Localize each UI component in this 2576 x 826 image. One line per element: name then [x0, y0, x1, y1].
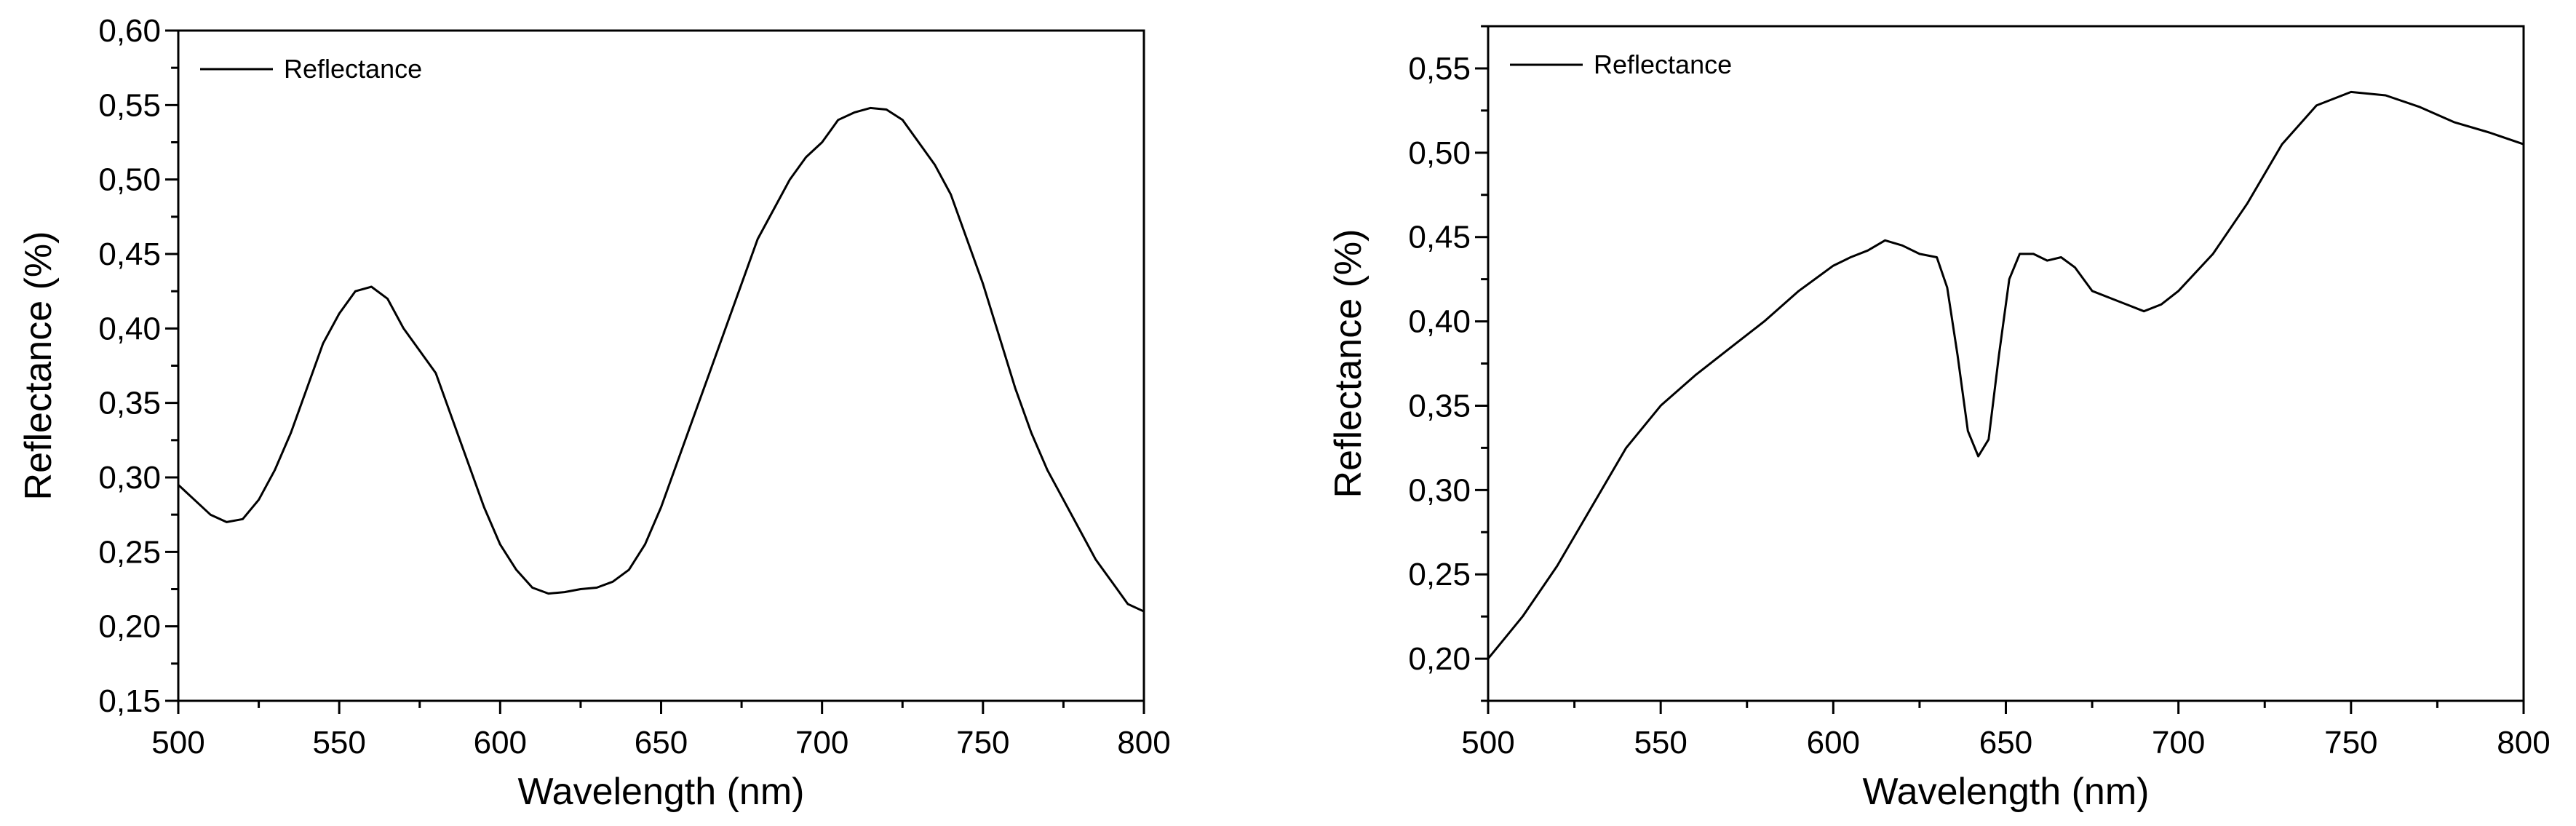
y-tick-label: 0,30 [1408, 472, 1471, 508]
y-tick-label: 0,30 [98, 460, 161, 496]
x-tick-label: 550 [312, 725, 365, 761]
x-tick-label: 800 [2497, 725, 2550, 761]
legend-label: Reflectance [284, 54, 422, 84]
y-tick-label: 0,25 [98, 534, 161, 570]
y-tick-label: 0,40 [1408, 304, 1471, 340]
y-tick-label: 0,45 [1408, 220, 1471, 255]
chart-1: 500 550 600 650 700 750 800 0,15 0,20 0,25 0,30 0,3… [17, 13, 1171, 813]
y-tick-label: 0,45 [98, 237, 161, 272]
legend-label: Reflectance [1594, 49, 1732, 79]
x-tick-label: 500 [151, 725, 204, 761]
y-tick-label: 0,20 [1408, 641, 1471, 677]
x-tick-label: 550 [1634, 725, 1687, 761]
y-tick-label: 0,55 [1408, 51, 1471, 87]
plot-frame [1487, 25, 2525, 702]
y-tick-label: 0,50 [98, 162, 161, 198]
y-tick-label: 0,40 [98, 311, 161, 346]
x-tick-label: 750 [956, 725, 1009, 761]
x-tick-label: 800 [1117, 725, 1170, 761]
x-tick-label: 750 [2324, 725, 2377, 761]
x-tick-label: 700 [795, 725, 848, 761]
x-tick-label: 700 [2152, 725, 2205, 761]
x-tick-label: 500 [1461, 725, 1514, 761]
x-tick-label: 600 [1807, 725, 1860, 761]
series-line-reflectance [177, 106, 1145, 613]
y-tick-label: 0,15 [98, 683, 161, 719]
y-tick-label: 0,20 [98, 609, 161, 645]
y-tick-label: 0,35 [1408, 388, 1471, 424]
y-tick-label: 0,60 [98, 13, 161, 49]
x-tick-label: 650 [635, 725, 688, 761]
y-tick-label: 0,25 [1408, 557, 1471, 592]
x-axis-title: Wavelength (nm) [1863, 771, 2150, 813]
series-line-reflectance [1487, 90, 2524, 660]
chart-2: 500 550 600 650 700 750 800 0,20 0,25 0,30 0,35 0,4… [1327, 25, 2551, 813]
x-tick-label: 600 [474, 725, 527, 761]
plot-frame [177, 29, 1145, 702]
y-tick-label: 0,35 [98, 386, 161, 421]
x-axis-title: Wavelength (nm) [518, 771, 805, 813]
y-axis-title: Reflectance (%) [1327, 229, 1370, 499]
x-tick-label: 650 [1979, 725, 2032, 761]
y-axis-title: Reflectance (%) [17, 231, 60, 501]
y-tick-label: 0,50 [1408, 135, 1471, 171]
y-tick-label: 0,55 [98, 87, 161, 123]
